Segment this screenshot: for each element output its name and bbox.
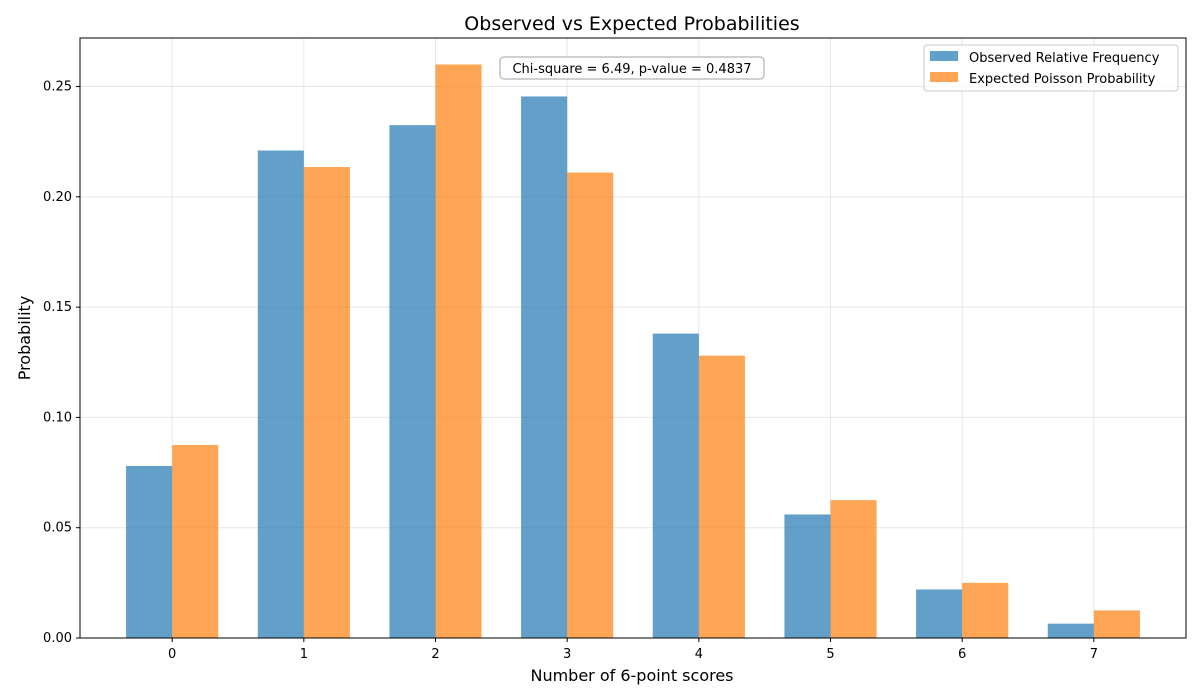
annotation-frame (499, 56, 765, 80)
legend-label-observed: Observed Relative Frequency (969, 51, 1160, 66)
bar-observed-7 (1047, 623, 1094, 638)
bar-observed-4 (652, 333, 699, 638)
x-tick-label: 3 (563, 647, 571, 662)
y-tick-label: 0.10 (43, 410, 72, 425)
bars-layer (126, 64, 1140, 639)
y-axis-label: Probability (15, 296, 34, 381)
x-tick-label: 4 (695, 647, 703, 662)
bar-expected-1 (303, 167, 350, 638)
y-tick-label: 0.20 (43, 190, 72, 205)
bar-expected-3 (567, 172, 614, 638)
x-tick-label: 1 (300, 647, 308, 662)
bar-observed-0 (126, 465, 173, 638)
axes-layer (79, 37, 1187, 639)
grid-layer (80, 38, 1186, 639)
x-tick-label: 0 (168, 647, 176, 662)
ticks-layer: 0.00 0.05 0.10 0.15 0.20 0.25 0 1 2 3 4 5 6 7 (43, 80, 1098, 662)
legend-frame (923, 44, 1179, 92)
bar-observed-3 (521, 96, 568, 639)
y-tick-label: 0.15 (43, 300, 72, 315)
bar-expected-2 (435, 64, 482, 639)
chart-title: Observed vs Expected Probabilities (464, 13, 799, 35)
y-tick-label: 0.25 (43, 80, 72, 95)
bar-observed-2 (389, 125, 436, 639)
bar-expected-5 (830, 500, 877, 638)
bar-observed-6 (916, 589, 963, 638)
bar-expected-7 (1093, 610, 1140, 638)
x-tick-label: 5 (826, 647, 834, 662)
x-tick-label: 7 (1090, 647, 1098, 662)
bar-expected-4 (698, 355, 745, 638)
legend: Observed Relative Frequency Expected Poi… (923, 44, 1179, 92)
bar-expected-6 (962, 582, 1009, 638)
bar-observed-5 (784, 514, 831, 638)
plot-frame (79, 37, 1187, 639)
bar-expected-0 (172, 444, 219, 638)
legend-swatch-expected (930, 72, 958, 82)
y-tick-label: 0.00 (43, 631, 72, 646)
chi-square-annotation: Chi-square = 6.49, p-value = 0.4837 (499, 56, 765, 80)
x-axis-label: Number of 6-point scores (530, 666, 733, 685)
legend-label-expected: Expected Poisson Probability (969, 72, 1156, 87)
legend-swatch-observed (930, 51, 958, 61)
x-tick-label: 2 (431, 647, 439, 662)
x-tick-label: 6 (958, 647, 966, 662)
y-tick-label: 0.05 (43, 521, 72, 536)
annotation-text: Chi-square = 6.49, p-value = 0.4837 (512, 62, 751, 77)
bar-observed-1 (257, 150, 304, 638)
